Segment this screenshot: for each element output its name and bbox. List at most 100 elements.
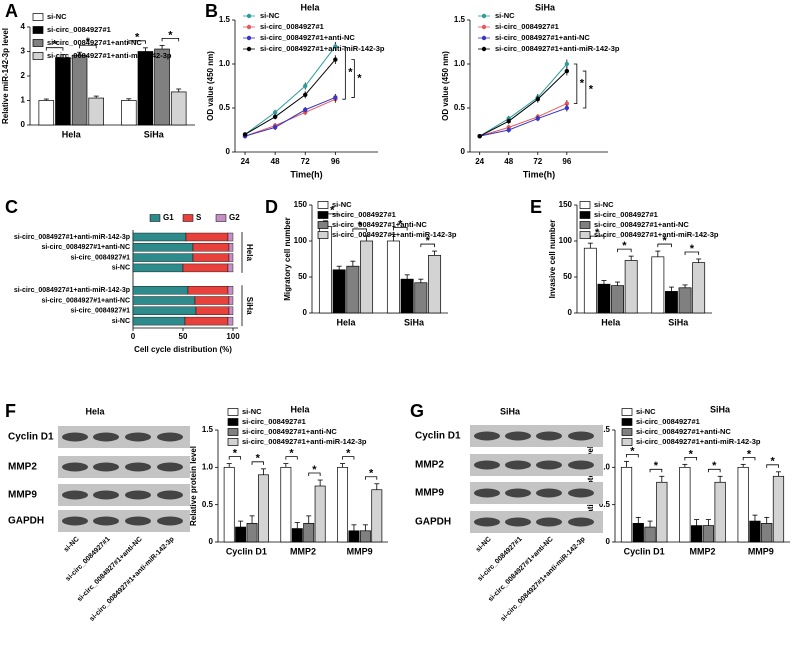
- significance: *: [426, 235, 431, 247]
- bar: [235, 526, 247, 543]
- blot-band: [157, 490, 183, 500]
- blot-row-label: GAPDH: [8, 516, 44, 527]
- bar: [761, 522, 773, 543]
- point: [333, 44, 338, 49]
- legend-swatch: [182, 214, 194, 222]
- x-tick-label: 96: [331, 157, 340, 166]
- point: [333, 95, 338, 100]
- x-tick-label: 24: [475, 157, 484, 166]
- blot-row-label: Cyclin D1: [415, 431, 461, 442]
- bar: [702, 525, 714, 543]
- legend-label: si-circ_0084927#1+anti-miR-142-3p: [636, 437, 761, 446]
- y-tick-label: 0.5: [219, 103, 231, 112]
- series-line: [479, 63, 568, 137]
- blot-band: [474, 488, 500, 498]
- group-label: SiHa: [245, 297, 254, 315]
- y-tick-label: 0.5: [454, 103, 466, 112]
- significance-bracket: [161, 37, 180, 42]
- point: [272, 114, 278, 120]
- bar-segment: [132, 243, 194, 252]
- bar-segment: [227, 286, 234, 295]
- bar-segment: [227, 232, 234, 242]
- blot-band: [568, 431, 594, 441]
- x-tick-label: Hela: [62, 129, 82, 139]
- blot-band: [62, 462, 88, 472]
- bar-segment: [228, 296, 234, 305]
- significance: *: [86, 36, 91, 48]
- blot-strip: [58, 510, 190, 532]
- blot-row-label: Cyclin D1: [8, 432, 54, 443]
- bar: [624, 260, 638, 314]
- y-axis-label: OD value (450 nm): [206, 51, 215, 121]
- legend-label: si-circ_0084927#1: [242, 417, 306, 426]
- bar: [632, 522, 644, 543]
- legend-label: G1: [163, 213, 174, 222]
- bar: [332, 269, 346, 314]
- legend-marker: [481, 13, 487, 19]
- blot-band: [474, 431, 500, 441]
- significance: *: [289, 448, 294, 460]
- chart-title: SiHa: [535, 2, 556, 12]
- significance: *: [357, 72, 362, 84]
- significance: *: [654, 460, 659, 472]
- legend-label: si-NC: [242, 407, 262, 416]
- legend-label: si-circ_0084927#1+anti-miR-142-3p: [594, 230, 719, 239]
- legend-label: si-NC: [332, 200, 352, 209]
- significance-bracket: [573, 63, 578, 104]
- legend-swatch: [32, 13, 44, 21]
- legend-label: S: [196, 213, 202, 222]
- significance: *: [168, 29, 173, 41]
- bar-segment: [192, 243, 230, 252]
- legend-label: si-NC: [260, 11, 280, 20]
- y-axis-label: Migratory cell number: [283, 217, 292, 301]
- legend-label: si-circ_0084927#1+anti-miR-142-3p: [260, 44, 385, 53]
- y-tick-label: 50: [563, 272, 572, 281]
- significance-bracket: [766, 464, 779, 468]
- blot-band: [93, 432, 119, 442]
- panel-letter: E: [530, 197, 542, 217]
- legend-label: si-circ_0084927#1+anti-NC: [636, 427, 731, 436]
- y-tick-label: si-circ_0084927#1+anti-miR-142-3p: [14, 287, 130, 294]
- blot-band: [474, 517, 500, 527]
- x-tick-label: SiHa: [144, 129, 165, 139]
- chart-title: SiHa: [710, 404, 731, 414]
- panel-letter: A: [5, 1, 18, 21]
- legend-label: si-circ_0084927#1: [260, 22, 324, 31]
- panel-letter: B: [205, 1, 218, 21]
- legend-label: si-circ_0084927#1+anti-miR-142-3p: [332, 230, 457, 239]
- y-tick-label: 0: [303, 308, 308, 317]
- significance-bracket: [352, 228, 367, 232]
- blot-band: [157, 516, 183, 526]
- legend-swatch: [227, 428, 239, 436]
- bar-segment: [187, 286, 229, 295]
- point: [506, 119, 511, 124]
- y-tick-label: 1.0: [219, 59, 231, 68]
- x-tick-label: SiHa: [668, 317, 689, 327]
- blot-band: [125, 432, 151, 442]
- legend-swatch: [621, 428, 633, 436]
- y-tick-label: 4: [21, 22, 26, 31]
- legend-swatch: [149, 214, 161, 222]
- legend-label: si-circ_0084927#1+anti-miR-142-3p: [495, 44, 620, 53]
- y-tick-label: 0: [209, 537, 214, 546]
- significance: *: [622, 240, 627, 252]
- legend-label: si-NC: [47, 12, 67, 21]
- blot-band: [125, 516, 151, 526]
- bar: [137, 51, 154, 126]
- lane-label: si-NC: [63, 536, 81, 554]
- y-tick-label: 0: [606, 537, 611, 546]
- x-tick-label: Cyclin D1: [624, 546, 665, 556]
- bar-segment: [195, 306, 230, 315]
- x-tick-label: MMP2: [290, 546, 316, 556]
- bar: [55, 57, 71, 126]
- x-tick-label: 96: [562, 157, 571, 166]
- bar: [651, 256, 665, 314]
- blot-band: [505, 488, 531, 498]
- point: [535, 97, 540, 102]
- blot-band: [125, 490, 151, 500]
- significance-bracket: [617, 248, 632, 253]
- legend-label: si-NC: [594, 200, 614, 209]
- significance-bracket: [128, 40, 146, 44]
- legend-marker: [481, 35, 487, 41]
- y-tick-label: 1: [21, 96, 26, 105]
